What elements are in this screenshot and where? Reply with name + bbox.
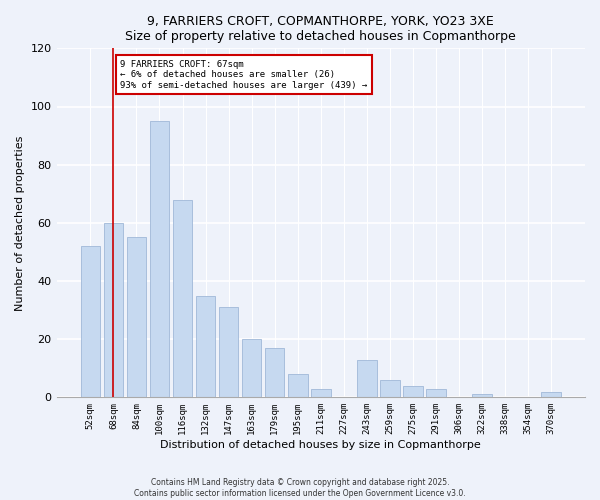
Bar [311,388,331,398]
Bar [426,388,446,398]
Bar [104,223,123,398]
Bar [173,200,193,398]
Title: 9, FARRIERS CROFT, COPMANTHORPE, YORK, YO23 3XE
Size of property relative to det: 9, FARRIERS CROFT, COPMANTHORPE, YORK, Y… [125,15,516,43]
Bar [541,392,561,398]
Bar [380,380,400,398]
Bar [127,238,146,398]
Bar [196,296,215,398]
X-axis label: Distribution of detached houses by size in Copmanthorpe: Distribution of detached houses by size … [160,440,481,450]
Y-axis label: Number of detached properties: Number of detached properties [15,135,25,310]
Bar [403,386,423,398]
Text: Contains HM Land Registry data © Crown copyright and database right 2025.
Contai: Contains HM Land Registry data © Crown c… [134,478,466,498]
Bar [472,394,492,398]
Text: 9 FARRIERS CROFT: 67sqm
← 6% of detached houses are smaller (26)
93% of semi-det: 9 FARRIERS CROFT: 67sqm ← 6% of detached… [121,60,368,90]
Bar [265,348,284,398]
Bar [357,360,377,398]
Bar [219,307,238,398]
Bar [80,246,100,398]
Bar [149,121,169,398]
Bar [288,374,308,398]
Bar [242,339,262,398]
